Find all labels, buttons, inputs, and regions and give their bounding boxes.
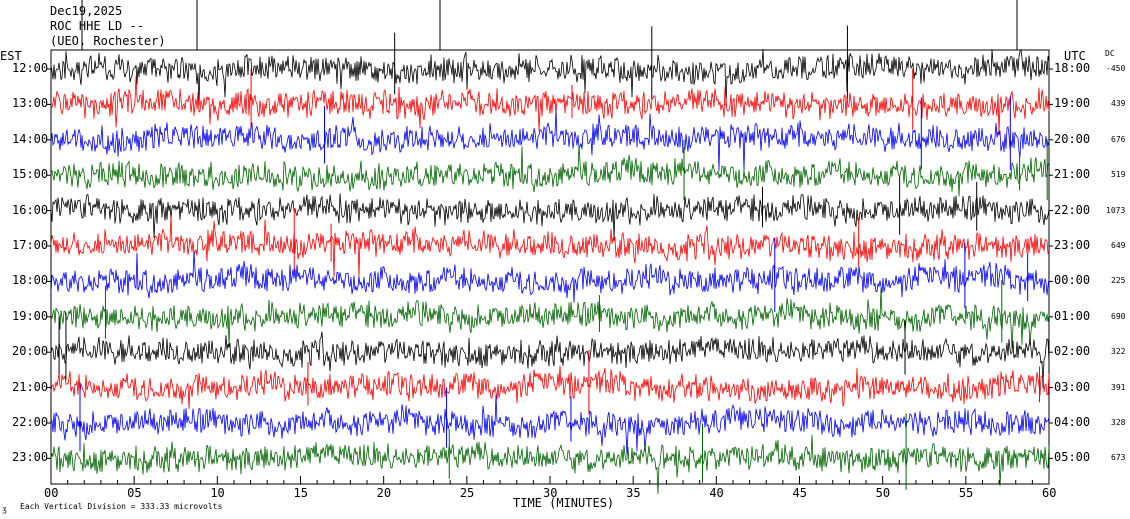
x-tick-label: 60: [1042, 486, 1057, 500]
trace-2000: [50, 331, 1050, 388]
plot-date: Dec19,2025: [50, 4, 123, 18]
dc-offset-label: 1073: [1106, 205, 1126, 215]
scale-note: Each Vertical Division = 333.33 microvol…: [20, 502, 223, 511]
dc-offset-label: 322: [1111, 347, 1126, 357]
x-tick-label: 25: [459, 486, 475, 500]
est-hour-label: 19:00: [12, 308, 49, 323]
x-tick-label: 00: [44, 486, 59, 500]
x-tick-label: 50: [875, 486, 891, 500]
dc-offset-label: -450: [1106, 64, 1126, 73]
est-axis-title: EST: [0, 49, 22, 63]
est-hour-label: 14:00: [12, 131, 49, 146]
est-hour-label: 20:00: [12, 344, 49, 359]
est-hour-label: 13:00: [12, 96, 49, 111]
x-tick-label: 15: [293, 486, 308, 500]
est-hour-label: 22:00: [12, 415, 49, 429]
dc-offset-label: 673: [1111, 453, 1126, 463]
dc-offset-label: 690: [1111, 311, 1126, 321]
est-hour-label: 12:00: [12, 61, 49, 75]
est-hour-label: 16:00: [12, 202, 49, 217]
utc-hour-label: 00:00: [1054, 273, 1091, 288]
est-hour-label: 18:00: [12, 273, 49, 288]
utc-hour-label: 18:00: [1054, 61, 1091, 75]
x-tick-label: 20: [376, 486, 392, 500]
utc-hour-label: 23:00: [1054, 238, 1091, 252]
est-hour-label: 17:00: [12, 238, 49, 252]
trace-1200: [50, 48, 1050, 107]
utc-hour-label: 20:00: [1054, 131, 1091, 146]
trace-2300: [50, 434, 1050, 494]
trace-1500: [50, 144, 1050, 197]
x-tick-label: 40: [709, 486, 724, 500]
trace-1400: [50, 108, 1050, 172]
dc-offset-label: 676: [1111, 134, 1126, 144]
trace-1700: [50, 214, 1050, 278]
corner-mark: ӡ: [2, 505, 7, 514]
utc-hour-label: 21:00: [1054, 167, 1091, 182]
utc-hour-label: 22:00: [1054, 202, 1091, 217]
x-tick-label: 05: [127, 486, 142, 500]
dc-offset-label: 225: [1111, 276, 1126, 286]
trace-2200: [50, 394, 1050, 456]
utc-hour-label: 19:00: [1054, 96, 1091, 111]
utc-hour-label: 01:00: [1054, 308, 1091, 323]
est-hour-label: 15:00: [12, 167, 49, 182]
dc-offset-label: 328: [1111, 418, 1126, 427]
x-tick-label: 35: [626, 486, 641, 500]
est-hour-label: 23:00: [12, 450, 49, 465]
x-tick-label: 45: [792, 486, 807, 500]
utc-hour-label: 05:00: [1054, 450, 1091, 465]
utc-hour-label: 02:00: [1054, 344, 1091, 359]
dc-offset-label: 439: [1111, 99, 1126, 109]
x-tick-label: 55: [958, 486, 974, 500]
x-tick-label: 30: [543, 486, 558, 500]
utc-hour-label: 03:00: [1054, 379, 1091, 394]
dc-axis-title: DC: [1105, 49, 1115, 58]
utc-hour-label: 04:00: [1054, 415, 1091, 429]
dc-offset-label: 519: [1111, 170, 1126, 180]
trace-1900: [50, 288, 1050, 350]
trace-1800: [50, 250, 1050, 303]
dc-offset-label: 649: [1111, 241, 1126, 250]
dc-offset-label: 391: [1111, 382, 1126, 392]
station-code: ROC HHE LD --: [50, 19, 144, 33]
trace-1600: [50, 193, 1050, 240]
utc-axis-title: UTC: [1064, 49, 1086, 63]
x-axis-label: TIME (MINUTES): [513, 496, 615, 510]
trace-1300: [50, 76, 1050, 134]
est-hour-label: 21:00: [12, 379, 49, 394]
station-location: (UEO, Rochester): [50, 34, 166, 48]
x-tick-label: 10: [210, 486, 225, 500]
trace-2100: [50, 365, 1050, 409]
